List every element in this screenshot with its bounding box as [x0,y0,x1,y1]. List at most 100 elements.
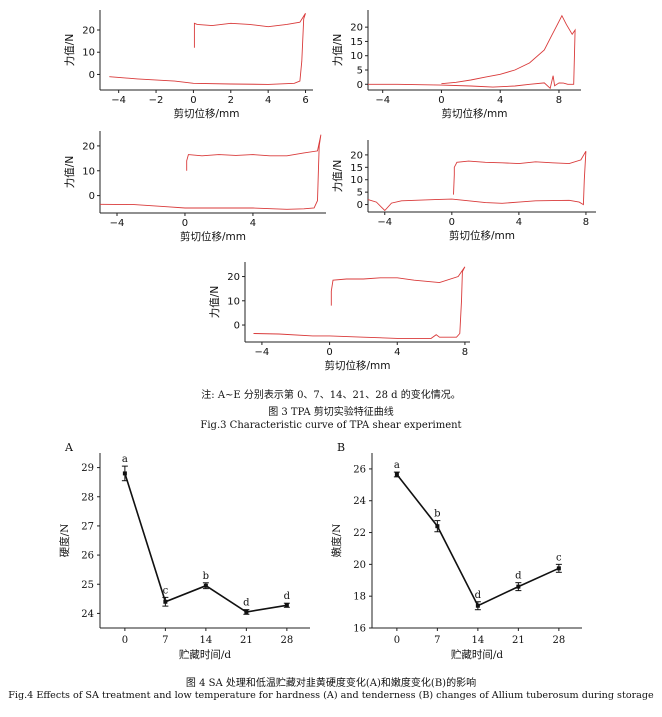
y-tick-label: 10 [227,296,240,307]
x-tick-label: 28 [280,635,293,646]
y-tick-label: 0 [234,321,240,332]
significance-label: b [203,571,209,582]
significance-label: a [394,460,400,471]
x-tick-label: 8 [556,95,562,106]
figure-3-caption-cn: 图 3 TPA 剪切实验特征曲线 [268,407,394,418]
tpa-force-curve [368,14,576,90]
x-tick-label: 0 [449,217,455,228]
significance-label: d [475,590,482,601]
x-tick-label: 7 [434,635,440,646]
y-tick-label: 20 [82,141,95,152]
x-tick-label: −4 [255,347,270,358]
x-tick-label: 7 [162,635,168,646]
x-tick-label: 4 [394,347,400,358]
y-axis-label: 嫩度/N [330,524,343,558]
x-tick-label: 4 [516,217,522,228]
tpa-panel-TPA-5: −4 0 4 8 0 10 20 剪切位移/mm 力值/N [208,262,470,372]
y-tick-label: 0 [357,80,363,91]
significance-label: c [556,552,562,563]
x-tick-label: 8 [583,217,589,228]
y-tick-label: 26 [353,464,366,475]
figure-4-caption-cn: 图 4 SA 处理和低温贮藏对韭黄硬度变化(A)和嫩度变化(B)的影响 [185,678,477,689]
data-point [244,609,249,614]
data-point [394,472,399,477]
significance-label: d [243,598,250,609]
x-tick-label: 0 [394,635,400,646]
panel-label: A [64,441,74,454]
y-tick-label: 10 [350,51,363,62]
x-tick-label: 0 [438,95,444,106]
x-tick-label: 0 [190,95,196,106]
data-point [516,584,521,589]
tpa-panel-TPA-3: −4 0 4 0 10 20 剪切位移/mm 力值/N [63,131,326,243]
x-tick-label: −4 [375,95,390,106]
data-point [163,599,168,604]
y-tick-label: 10 [350,175,363,186]
x-axis-label: 剪切位移/mm [449,229,515,242]
y-tick-label: 16 [353,624,366,635]
x-axis-label: 剪切位移/mm [325,359,391,372]
data-point [475,603,480,608]
x-tick-label: 28 [552,635,565,646]
y-tick-label: 26 [81,551,94,562]
tpa-force-curve [109,13,306,85]
x-tick-label: 0 [326,347,332,358]
x-tick-label: 8 [462,347,468,358]
significance-label: d [284,591,291,602]
x-axis-label: 剪切位移/mm [174,107,240,120]
chart-panel-A: A 0 7 14 21 28 24 25 26 27 28 29 贮藏时间/d 硬度/N a c b d d [58,441,310,661]
chart-panel-B: B 0 7 14 21 28 16 18 20 22 24 26 贮藏时间/d 嫩度/N a b d d c [330,441,582,661]
y-tick-label: 27 [81,521,94,532]
tpa-force-curve [253,266,466,339]
y-axis-label: 力值/N [63,156,76,188]
y-axis-label: 力值/N [331,34,344,66]
y-tick-label: 20 [82,26,95,37]
figure-4-line-charts: A 0 7 14 21 28 24 25 26 27 28 29 贮藏时间/d 硬度/N a c b d d B 0 7 1… [58,441,582,661]
x-tick-label: −4 [377,217,392,228]
x-tick-label: 14 [472,635,485,646]
significance-label: a [122,454,128,465]
y-tick-label: 22 [353,528,366,539]
y-tick-label: 0 [89,191,95,202]
y-tick-label: 18 [353,592,366,603]
data-point [435,524,440,529]
x-tick-label: −4 [110,218,125,229]
y-tick-label: 15 [350,163,363,174]
y-tick-label: 0 [89,70,95,81]
data-point [556,566,561,571]
x-tick-label: 0 [122,635,128,646]
y-tick-label: 29 [81,463,94,474]
y-tick-label: 10 [82,166,95,177]
y-tick-label: 5 [357,188,363,199]
panel-label: B [337,441,345,454]
data-point [203,583,208,588]
figure-3-note: 注: A~E 分别表示第 0、7、14、21、28 d 的变化情况。 [201,390,461,401]
significance-label: b [434,509,440,520]
y-axis-label: 力值/N [331,160,344,192]
y-axis-label: 力值/N [63,34,76,66]
figure-3-caption-en: Fig.3 Characteristic curve of TPA shear … [200,420,462,431]
x-tick-label: 4 [265,95,271,106]
x-tick-label: −2 [149,95,164,106]
y-axis-label: 硬度/N [58,524,71,558]
x-tick-label: 0 [182,218,188,229]
y-tick-label: 20 [227,272,240,283]
y-tick-label: 0 [357,200,363,211]
figure-4-caption-en: Fig.4 Effects of SA treatment and low te… [8,690,654,701]
x-tick-label: 6 [302,95,308,106]
x-axis-label: 剪切位移/mm [442,107,508,120]
y-tick-label: 5 [357,66,363,77]
y-tick-label: 24 [353,496,366,507]
tpa-panel-TPA-2: −4 0 4 8 0 5 10 15 20 剪切位移/mm 力值/N [331,10,581,120]
y-axis-label: 力值/N [208,286,221,318]
y-tick-label: 20 [350,23,363,34]
data-point [122,471,127,476]
series-line [124,473,288,613]
significance-label: d [515,571,522,582]
x-axis-label: 贮藏时间/d [451,648,504,661]
y-tick-label: 24 [81,609,94,620]
x-tick-label: 21 [512,635,525,646]
y-tick-label: 28 [81,492,94,503]
